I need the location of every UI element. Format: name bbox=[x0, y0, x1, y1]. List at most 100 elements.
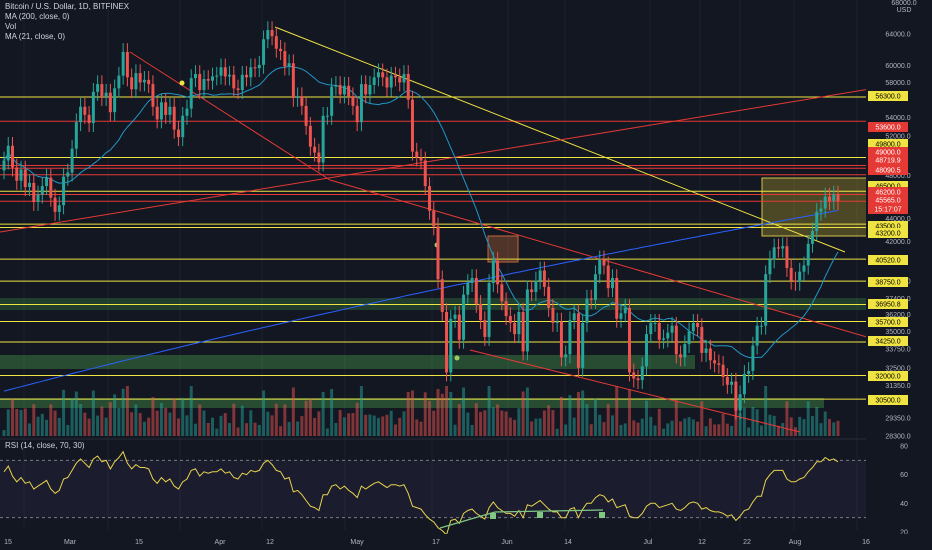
volume-bar bbox=[291, 387, 295, 436]
level-tag: 53600.0 bbox=[868, 122, 908, 132]
candle-body bbox=[381, 72, 385, 78]
volume-bar bbox=[125, 386, 129, 436]
volume-bar bbox=[776, 425, 780, 436]
rsi-legend[interactable]: RSI (14, close, 70, 30) bbox=[5, 441, 85, 450]
trendline bbox=[129, 51, 331, 181]
candle-body bbox=[172, 106, 176, 130]
volume-bar bbox=[351, 413, 355, 436]
level-tag: 15:17:07 bbox=[868, 204, 908, 214]
trendline bbox=[469, 349, 801, 433]
support-zone bbox=[0, 298, 866, 310]
candle-body bbox=[836, 194, 840, 201]
ma21-legend[interactable]: MA (21, close, 0) bbox=[5, 32, 66, 41]
volume-bar bbox=[411, 390, 414, 436]
time-tick: 22 bbox=[743, 539, 751, 546]
volume-bar bbox=[2, 430, 6, 436]
volume-bar bbox=[819, 423, 823, 436]
candle-body bbox=[2, 160, 6, 171]
ma200-legend[interactable]: MA (200, close, 0) bbox=[5, 12, 70, 21]
candle-body bbox=[776, 247, 780, 249]
volume-bar bbox=[321, 392, 325, 436]
candle-body bbox=[419, 157, 423, 161]
volume-bar bbox=[602, 422, 606, 436]
volume-bar bbox=[517, 408, 521, 436]
volume-bar bbox=[713, 424, 717, 436]
volume-bar bbox=[610, 415, 614, 436]
level-tag-bg bbox=[868, 336, 908, 346]
volume-bar bbox=[759, 425, 763, 436]
symbol-title[interactable]: Bitcoin / U.S. Dollar, 1D, BITFINEX bbox=[5, 2, 130, 11]
candle-body bbox=[57, 205, 61, 212]
candle-body bbox=[704, 348, 708, 353]
level-tag: 43500.0 bbox=[868, 221, 908, 231]
level-tag: 56300.0 bbox=[868, 91, 908, 101]
candle-body bbox=[610, 277, 614, 289]
candle-body bbox=[687, 331, 691, 345]
volume-bar bbox=[274, 403, 278, 436]
time-tick: 14 bbox=[564, 539, 572, 546]
volume-bar bbox=[62, 389, 66, 436]
time-tick: 16 bbox=[862, 539, 870, 546]
volume-bar bbox=[751, 406, 755, 436]
volume-bar bbox=[287, 421, 291, 436]
level-tag-bg bbox=[868, 195, 908, 205]
candle-body bbox=[755, 325, 759, 346]
candle-body bbox=[525, 289, 529, 352]
volume-bar bbox=[385, 414, 389, 436]
candle-body bbox=[738, 394, 742, 411]
candle-body bbox=[538, 270, 542, 281]
volume-bar bbox=[679, 421, 683, 436]
candle-body bbox=[470, 277, 474, 284]
time-axis[interactable]: 15 Mar 15 Apr 12 May 17 Jun 14 Jul 12 22 Aug 16 bbox=[0, 534, 932, 550]
price-tick: 36200.0 bbox=[885, 312, 910, 319]
volume-bar bbox=[525, 387, 529, 436]
candle-body bbox=[691, 322, 695, 332]
volume-bar bbox=[296, 421, 300, 436]
candle-body bbox=[313, 146, 317, 153]
volume-bar bbox=[185, 415, 189, 436]
level-tag-label: 48090.5 bbox=[875, 168, 900, 175]
volume-bar bbox=[504, 411, 508, 436]
candle-body bbox=[79, 106, 83, 123]
candle-body bbox=[304, 105, 308, 126]
level-tag: 43200.0 bbox=[868, 228, 908, 238]
vol-legend[interactable]: Vol bbox=[5, 22, 17, 31]
volume-bar bbox=[66, 424, 70, 436]
candle-body bbox=[53, 197, 57, 212]
candle-body bbox=[445, 311, 449, 373]
candle-body bbox=[270, 30, 274, 37]
candle-body bbox=[215, 75, 219, 77]
candle-body bbox=[236, 88, 240, 91]
volume-bar bbox=[623, 423, 627, 436]
candle-body bbox=[504, 301, 508, 317]
level-tag: 40520.0 bbox=[868, 255, 908, 265]
candle-body bbox=[351, 96, 355, 106]
volume-bar bbox=[823, 411, 827, 436]
volume-bar bbox=[240, 405, 244, 436]
candle-body bbox=[751, 345, 755, 371]
candle-body bbox=[202, 78, 206, 91]
candle-body bbox=[619, 313, 623, 319]
volume-bar bbox=[589, 424, 593, 436]
price-tick: 32500.0 bbox=[885, 365, 910, 372]
level-tag-bg bbox=[868, 371, 908, 381]
volume-bar bbox=[330, 389, 334, 436]
volume-bar bbox=[828, 418, 831, 436]
candle-body bbox=[138, 73, 142, 83]
volume-bar bbox=[585, 404, 589, 436]
price-tick: 58000.0 bbox=[885, 80, 910, 87]
volume-bar bbox=[606, 404, 610, 436]
volume-bar bbox=[245, 423, 249, 436]
volume-bar bbox=[11, 399, 14, 436]
candle-body bbox=[708, 348, 712, 361]
volume-bar bbox=[142, 421, 146, 436]
volume-bar bbox=[555, 428, 559, 436]
level-tag-label: 32000.0 bbox=[875, 374, 900, 381]
volume-bar bbox=[670, 420, 674, 436]
volume-bar bbox=[738, 412, 742, 436]
time-tick: May bbox=[350, 539, 364, 546]
candle-body bbox=[300, 96, 304, 106]
level-tag: 30500.0 bbox=[868, 395, 908, 405]
